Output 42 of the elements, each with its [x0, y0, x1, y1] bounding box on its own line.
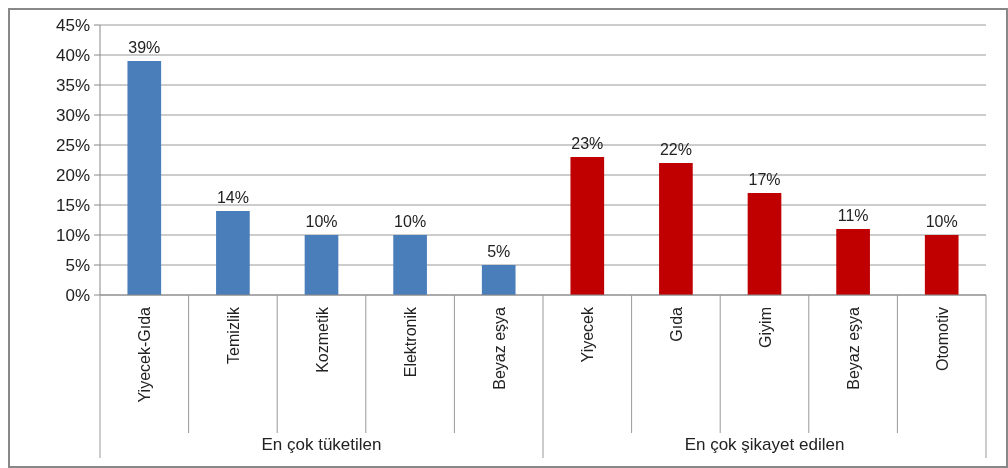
- y-tick-label: 10%: [55, 225, 90, 245]
- x-tick-label: Giyim: [756, 307, 774, 348]
- bar: [216, 211, 250, 295]
- data-label: 17%: [748, 171, 781, 188]
- y-tick-label: 30%: [55, 105, 90, 125]
- data-label: 23%: [571, 135, 604, 152]
- data-label: 10%: [925, 213, 958, 230]
- x-tick-label: Kozmetik: [313, 306, 331, 373]
- y-tick-label: 40%: [55, 45, 90, 65]
- text: En çok şikayet edilen: [684, 435, 845, 454]
- y-tick-label: 0%: [65, 285, 90, 305]
- y-tick-label: 25%: [55, 135, 90, 155]
- data-label: 10%: [305, 213, 338, 230]
- y-tick-label: 45%: [55, 15, 90, 35]
- y-tick-label: 15%: [55, 195, 90, 215]
- bar: [127, 61, 162, 295]
- data-label: 10%: [394, 213, 427, 230]
- y-tick-label: 20%: [55, 165, 90, 185]
- x-tick-label: Temizlik: [224, 306, 242, 364]
- bar: [659, 163, 693, 295]
- x-tick-label: Gıda: [667, 306, 685, 342]
- x-tick-label: Yiyecek: [579, 306, 597, 363]
- data-label: 5%: [487, 243, 511, 260]
- x-tick-label: Otomotiv: [933, 307, 951, 372]
- x-tick-label: Yiyecek-Gıda: [136, 306, 154, 403]
- bar: [570, 157, 605, 295]
- data-label: 11%: [837, 207, 869, 224]
- x-tick-label: Elektronik: [402, 306, 420, 378]
- x-tick-label: Beyaz eşya: [845, 306, 863, 390]
- bar: [304, 235, 339, 295]
- data-label: 39%: [128, 39, 161, 56]
- x-tick-label: Beyaz eşya: [490, 306, 508, 390]
- bar: [924, 235, 959, 295]
- data-label: 14%: [216, 189, 249, 206]
- bar: [836, 229, 870, 295]
- bar: [747, 193, 782, 295]
- y-tick-label: 35%: [55, 75, 90, 95]
- bar: [393, 235, 427, 295]
- y-tick-label: 5%: [65, 255, 90, 275]
- bar: [481, 265, 516, 295]
- data-label: 22%: [659, 141, 692, 158]
- text: En çok tüketilen: [261, 435, 382, 454]
